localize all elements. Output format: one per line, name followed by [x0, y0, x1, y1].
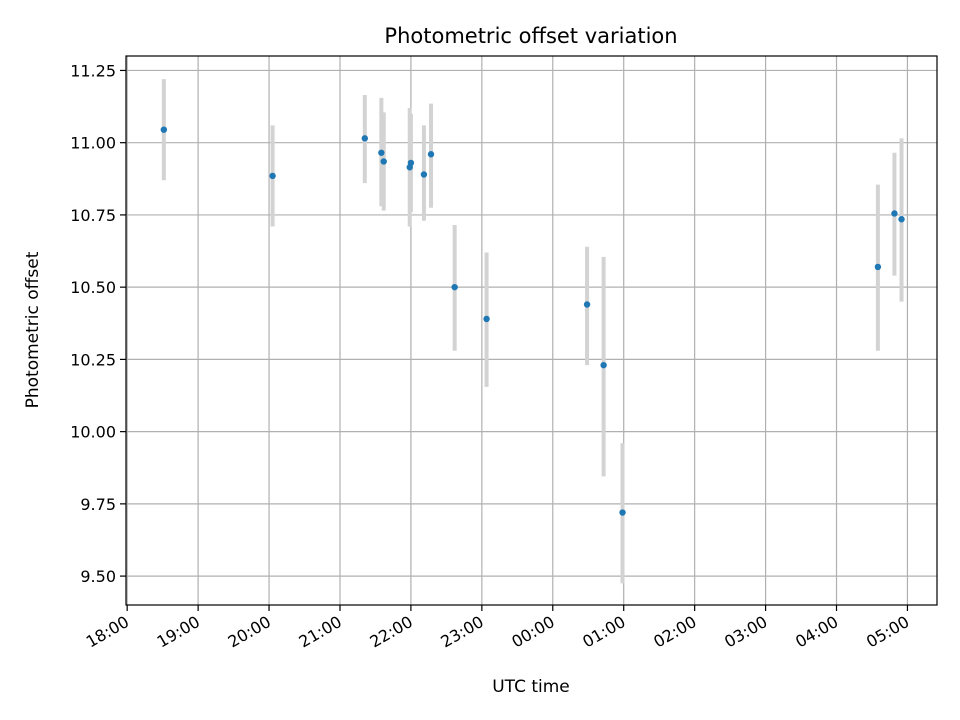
data-point	[380, 158, 387, 165]
x-tick-label: 21:00	[296, 612, 345, 652]
x-tick-label: 02:00	[650, 612, 699, 652]
x-tick-label: 00:00	[508, 612, 557, 652]
data-point	[874, 263, 882, 271]
data-point	[891, 210, 898, 217]
data-point	[898, 216, 905, 223]
data-point	[427, 151, 435, 158]
plot-frame	[125, 55, 938, 606]
x-tick-label: 04:00	[792, 612, 841, 652]
x-tick-label: 03:00	[721, 612, 770, 652]
data-point	[378, 149, 385, 156]
data-point	[600, 361, 607, 369]
errorbar-layer	[161, 79, 904, 584]
data-point	[619, 509, 626, 516]
y-tick-label: 10.75	[70, 206, 116, 225]
data-point	[483, 315, 490, 323]
x-tick-label: 01:00	[579, 612, 628, 652]
data-point	[407, 159, 415, 167]
x-tick-label: 18:00	[83, 612, 132, 652]
y-tick-label: 9.50	[80, 567, 116, 586]
data-point	[583, 301, 591, 308]
y-tick-label: 11.00	[70, 134, 116, 153]
data-point	[420, 171, 428, 178]
y-tick-label: 11.25	[70, 61, 116, 80]
x-tick-label: 19:00	[154, 612, 203, 652]
x-axis-ticks: 18:00 19:00 20:00 21:00 22:00 23:00 00:00 01:00…	[83, 605, 912, 652]
data-point	[160, 126, 168, 133]
x-axis-label: UTC time	[492, 677, 570, 697]
data-point	[361, 135, 369, 142]
data-point	[451, 283, 458, 291]
y-tick-label: 10.50	[70, 278, 116, 297]
x-tick-label: 23:00	[437, 612, 486, 652]
y-axis-ticks: 9.50 9.75 10.00 10.25 10.50 10.75 11.00 11.25	[70, 61, 126, 586]
y-tick-label: 10.25	[70, 350, 116, 369]
y-tick-label: 9.75	[80, 495, 116, 514]
grid-layer	[126, 56, 937, 605]
point-layer	[160, 126, 905, 516]
x-tick-label: 05:00	[863, 612, 912, 652]
data-point	[269, 172, 276, 180]
x-tick-label: 22:00	[366, 612, 415, 652]
y-tick-label: 10.00	[70, 423, 116, 442]
chart-title: Photometric offset variation	[384, 24, 677, 48]
y-axis-label: Photometric offset	[23, 251, 43, 408]
x-tick-label: 20:00	[225, 612, 274, 652]
